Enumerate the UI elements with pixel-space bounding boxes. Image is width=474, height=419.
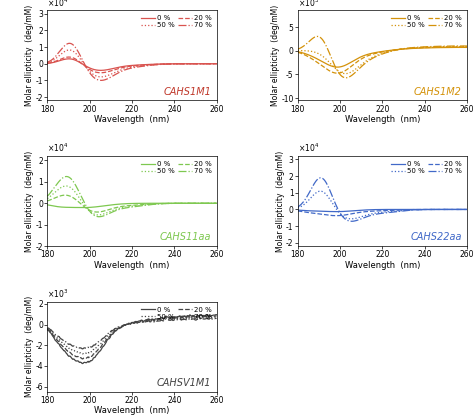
Text: ×10$^{3}$: ×10$^{3}$ (47, 287, 69, 300)
Text: CAHS1M2: CAHS1M2 (414, 87, 462, 97)
Legend: 0 %, 50 %, 20 %, 70 %: 0 %, 50 %, 20 %, 70 % (139, 160, 213, 176)
Text: CAHSV1M1: CAHSV1M1 (157, 378, 211, 388)
Text: ×10$^{3}$: ×10$^{3}$ (298, 0, 319, 9)
Text: ×10$^{4}$: ×10$^{4}$ (47, 0, 69, 9)
Legend: 0 %, 50 %, 20 %, 70 %: 0 %, 50 %, 20 %, 70 % (390, 14, 464, 30)
Legend: 0 %, 50 %, 20 %, 70 %: 0 %, 50 %, 20 %, 70 % (390, 160, 464, 176)
Text: CAHS1M1: CAHS1M1 (164, 87, 211, 97)
X-axis label: Wavelength  (nm): Wavelength (nm) (94, 406, 170, 415)
Legend: 0 %, 50 %, 20 %, 70 %: 0 %, 50 %, 20 %, 70 % (139, 305, 213, 321)
X-axis label: Wavelength  (nm): Wavelength (nm) (345, 115, 420, 124)
X-axis label: Wavelength  (nm): Wavelength (nm) (94, 261, 170, 270)
Y-axis label: Molar ellipticity  (deg/mM): Molar ellipticity (deg/mM) (25, 5, 34, 106)
Y-axis label: Molar ellipticity  (deg/mM): Molar ellipticity (deg/mM) (25, 150, 34, 252)
Text: ×10$^{4}$: ×10$^{4}$ (47, 142, 69, 154)
Text: ×10$^{4}$: ×10$^{4}$ (298, 142, 319, 154)
Y-axis label: Molar ellipticity  (deg/mM): Molar ellipticity (deg/mM) (25, 296, 34, 398)
Legend: 0 %, 50 %, 20 %, 70 %: 0 %, 50 %, 20 %, 70 % (139, 14, 213, 30)
X-axis label: Wavelength  (nm): Wavelength (nm) (345, 261, 420, 270)
X-axis label: Wavelength  (nm): Wavelength (nm) (94, 115, 170, 124)
Text: CAHS11aa: CAHS11aa (160, 233, 211, 243)
Y-axis label: Molar ellipticity  (deg/mM): Molar ellipticity (deg/mM) (271, 5, 280, 106)
Y-axis label: Molar ellipticity  (deg/mM): Molar ellipticity (deg/mM) (276, 150, 285, 252)
Text: CAHS22aa: CAHS22aa (410, 233, 462, 243)
